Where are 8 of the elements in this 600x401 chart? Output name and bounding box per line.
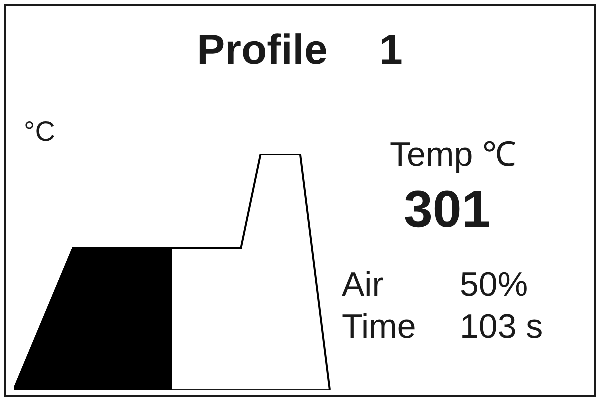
text: 301 [404, 180, 491, 240]
chart-title: Profile 1 [196, 26, 404, 74]
text: Air [342, 266, 384, 305]
text: Time [342, 308, 416, 347]
text: 103 s [460, 308, 544, 347]
y-axis-title: °C [24, 116, 56, 148]
text: 50% [460, 266, 528, 305]
text: Temp ℃ [390, 135, 517, 176]
